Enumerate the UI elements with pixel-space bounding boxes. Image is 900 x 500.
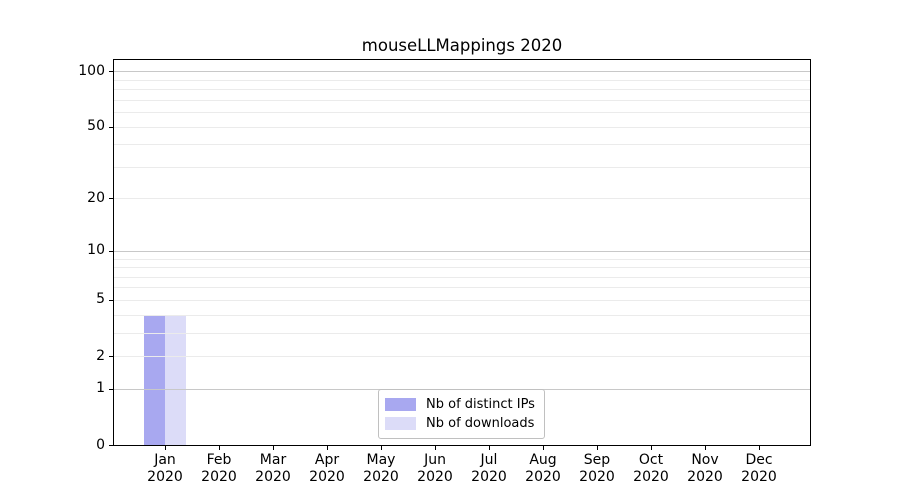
x-tick-label: Sep 2020 [579,452,615,485]
y-tick-label: 5 [96,291,105,307]
y-tick-label: 2 [96,348,105,364]
y-tick [109,127,113,128]
x-tick-label: Apr 2020 [309,452,345,485]
x-tick-label: Nov 2020 [687,452,723,485]
x-tick [651,446,652,450]
minor-gridline [114,287,810,288]
legend-item: Nb of downloads [385,414,535,433]
x-tick-label: May 2020 [363,452,399,485]
y-tick [109,198,113,199]
minor-gridline [114,127,810,128]
minor-gridline [114,277,810,278]
minor-gridline [114,356,810,357]
minor-gridline [114,259,810,260]
legend-swatch-distinct-ips [385,398,416,411]
x-tick [381,446,382,450]
x-tick-label: Jul 2020 [471,452,507,485]
legend-item: Nb of distinct IPs [385,395,535,414]
legend-label-distinct-ips: Nb of distinct IPs [426,397,535,412]
x-tick-label: Jun 2020 [417,452,453,485]
minor-gridline [114,100,810,101]
x-tick [327,446,328,450]
major-gridline [114,71,810,72]
y-tick [109,356,113,357]
minor-gridline [114,89,810,90]
x-tick [435,446,436,450]
y-tick-label: 10 [87,242,105,258]
x-tick-label: Mar 2020 [255,452,291,485]
minor-gridline [114,333,810,334]
major-gridline [114,251,810,252]
x-tick [705,446,706,450]
minor-gridline [114,80,810,81]
chart-title: mouseLLMappings 2020 [361,36,563,55]
legend-label-downloads: Nb of downloads [426,416,535,431]
x-tick-label: Oct 2020 [633,452,669,485]
bar-distinct-ips-jan [143,314,165,445]
x-tick-label: Feb 2020 [201,452,237,485]
y-tick [109,251,113,252]
bar-downloads-jan [164,314,186,445]
minor-gridline [114,267,810,268]
x-tick [543,446,544,450]
minor-gridline [114,112,810,113]
plot-area [113,59,811,446]
x-tick-label: Jan 2020 [147,452,183,485]
y-tick [109,445,113,446]
x-tick [165,446,166,450]
y-tick-label: 0 [96,437,105,453]
y-tick-label: 50 [87,118,105,134]
x-tick [219,446,220,450]
x-tick [597,446,598,450]
legend: Nb of distinct IPs Nb of downloads [378,389,545,439]
y-tick [109,71,113,72]
y-tick-label: 1 [96,380,105,396]
y-tick [109,389,113,390]
x-tick-label: Dec 2020 [741,452,777,485]
minor-gridline [114,198,810,199]
y-tick [109,300,113,301]
x-tick [489,446,490,450]
minor-gridline [114,167,810,168]
y-tick-label: 100 [78,63,105,79]
x-tick [273,446,274,450]
y-tick-label: 20 [87,190,105,206]
legend-swatch-downloads [385,417,416,430]
minor-gridline [114,144,810,145]
x-tick [759,446,760,450]
minor-gridline [114,315,810,316]
minor-gridline [114,300,810,301]
x-tick-label: Aug 2020 [525,452,561,485]
